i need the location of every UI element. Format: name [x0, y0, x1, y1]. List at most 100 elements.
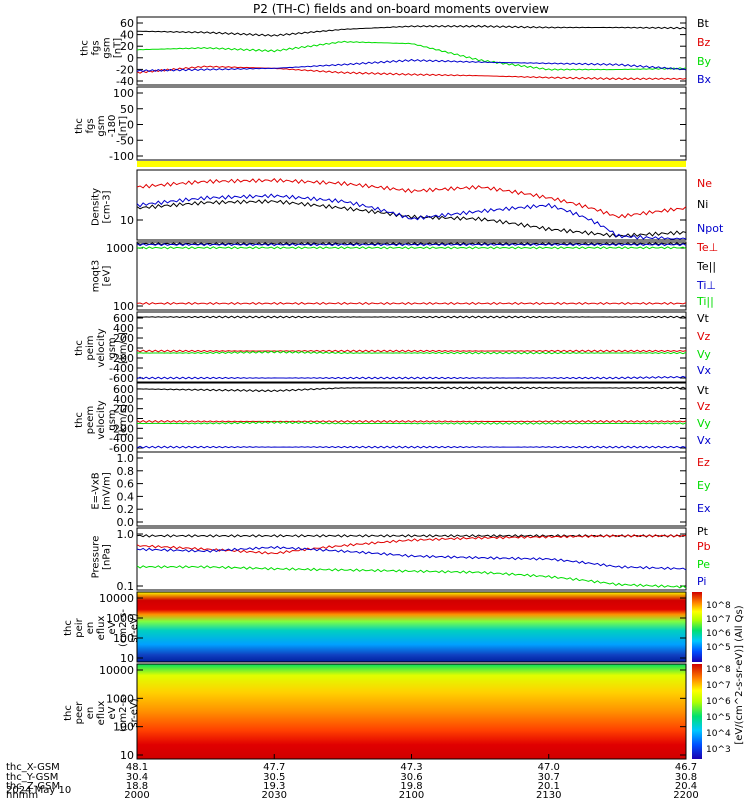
- y-axis-label: [km/s]: [118, 332, 129, 364]
- panel-clock: 100 50 0 -50 -100 thc fgs gsm -180 [nT]: [74, 86, 687, 163]
- x-tick-label: 20.4: [675, 781, 697, 792]
- y-axis-label: [nPa]: [102, 544, 113, 570]
- y-tick-label: 1000: [106, 242, 134, 255]
- legend-By: By: [697, 55, 712, 68]
- panel-frame: [136, 451, 687, 527]
- colorbar: [eV/(cm^2-s-sr-eV)] (All Qs) 10^8 10^7 10^…: [692, 592, 745, 759]
- legend-Ti⊥: Ti⊥: [696, 279, 716, 292]
- panel-frame: [136, 382, 687, 453]
- y-tick-label: -20: [116, 63, 134, 76]
- y-axis-label: sr-eV): [129, 613, 140, 642]
- series-density-Npot: [136, 193, 687, 240]
- y-tick-label: -400: [109, 362, 134, 375]
- legend-Te||: Te||: [696, 260, 716, 273]
- y-tick-label: 1.0: [117, 528, 135, 541]
- series-vi-Vt: [137, 315, 687, 319]
- y-tick-label: 1000: [106, 692, 134, 705]
- x-tick-label: 20.1: [538, 781, 560, 792]
- colorbar-top: [692, 592, 702, 662]
- x-tick-label: 30.4: [126, 772, 148, 783]
- y-axis-label: moqt3: [91, 260, 102, 293]
- panel-frame: [136, 591, 687, 663]
- legend-Vx: Vx: [697, 434, 712, 447]
- x-tick-label: 2130: [536, 790, 561, 800]
- legend-Vz: Vz: [697, 330, 711, 343]
- y-axis-label: [nT]: [118, 116, 129, 136]
- series-vi-Vy: [136, 350, 687, 355]
- y-tick-label: 10: [120, 214, 134, 227]
- panel-temp: 1000 100 moqt3 [eV] Te⊥ Te|| Ti⊥ Ti||: [91, 241, 719, 313]
- y-tick-label: 60: [120, 17, 134, 30]
- y-tick-label: 20: [120, 40, 134, 53]
- y-tick-label: 400: [113, 322, 134, 335]
- y-axis-label: thc: [63, 705, 74, 721]
- series-pressure-Pt: [136, 534, 687, 538]
- y-axis-label: [eV]: [102, 266, 113, 287]
- x-tick-label: 2200: [673, 790, 698, 800]
- series-fgs-Bt: [137, 24, 687, 37]
- y-axis-label: [cm-3]: [102, 190, 113, 223]
- figure-title: P2 (TH-C) fields and on-board moments ov…: [253, 2, 549, 16]
- y-tick-label: 400: [113, 393, 134, 406]
- y-tick-label: -100: [109, 150, 134, 163]
- series-ve-Vx: [136, 445, 687, 449]
- y-axis-label: gsm: [107, 337, 118, 358]
- series-temp-Ti⊥: [136, 243, 687, 247]
- y-tick-label: -200: [109, 422, 134, 435]
- series-fgs-Bx: [136, 58, 687, 73]
- legend-Pi: Pi: [697, 575, 706, 588]
- series-fgs-Bz: [136, 65, 687, 81]
- y-axis-label: thc: [80, 40, 91, 56]
- panel-pressure: 1.0 0.1 Pressure [nPa] Pt Pb Pe Pi: [91, 525, 711, 593]
- x-tick-label: 30.7: [538, 772, 560, 783]
- panel-frame: [136, 16, 687, 86]
- y-tick-label: 0.4: [117, 490, 135, 503]
- y-tick-label: 40: [120, 29, 134, 42]
- panel-efield: 1.00.80.60.40.20.0 E=-VxB [mV/m] Ez Ey Ex: [91, 451, 711, 529]
- series-pressure-Pe: [136, 565, 687, 589]
- x-tick-label: 19.8: [400, 781, 422, 792]
- y-axis-label: -180: [107, 115, 118, 138]
- y-axis-label: [km/s]: [118, 404, 129, 436]
- x-tick-label: 2000: [124, 790, 149, 800]
- y-tick-label: 10000: [99, 592, 134, 605]
- series-ve-Vy: [136, 421, 687, 425]
- colorbar-tick-label: 10^7: [706, 681, 731, 691]
- legend-Npot: Npot: [697, 222, 724, 235]
- y-axis-label: en: [85, 707, 96, 720]
- colorbar-tick-label: 10^8: [706, 601, 731, 611]
- y-tick-label: 600: [113, 383, 134, 396]
- y-axis-label: Pressure: [91, 536, 102, 579]
- series-pressure-Pb: [136, 534, 687, 555]
- legend-Ey: Ey: [697, 479, 711, 492]
- x-tick-label: 47.3: [400, 762, 422, 773]
- legend-Bt: Bt: [697, 17, 710, 30]
- y-tick-label: 200: [113, 332, 134, 345]
- y-tick-label: 0.2: [117, 503, 135, 516]
- y-axis-label: eflux: [96, 701, 107, 726]
- x-tick-label: 19.3: [263, 781, 285, 792]
- x-tick-label: 18.8: [126, 781, 148, 792]
- y-axis-label: (cm2-s-: [118, 694, 129, 732]
- x-row-label: thc_Y-GSM: [6, 772, 58, 783]
- y-tick-label: -600: [109, 442, 134, 455]
- legend-Ni: Ni: [697, 198, 708, 211]
- y-axis-label: Density: [91, 188, 102, 226]
- y-axis-label: thc: [74, 118, 85, 134]
- y-axis-label: peir: [74, 617, 85, 637]
- x-tick-label: 48.1: [126, 762, 148, 773]
- y-tick-label: 100: [113, 721, 134, 734]
- series-vi-Vx: [136, 375, 687, 380]
- series-ve-Vz: [136, 420, 687, 423]
- series-temp-Ti||: [136, 246, 687, 250]
- y-tick-label: 200: [113, 403, 134, 416]
- panel-frame: [136, 241, 687, 311]
- colorbar-tick-label: 10^6: [706, 629, 731, 639]
- legend-Vy: Vy: [697, 348, 711, 361]
- x-row-label: 2024 May 10: [6, 785, 71, 796]
- quality-flag-bar: [137, 161, 686, 167]
- x-tick-label: 2030: [262, 790, 287, 800]
